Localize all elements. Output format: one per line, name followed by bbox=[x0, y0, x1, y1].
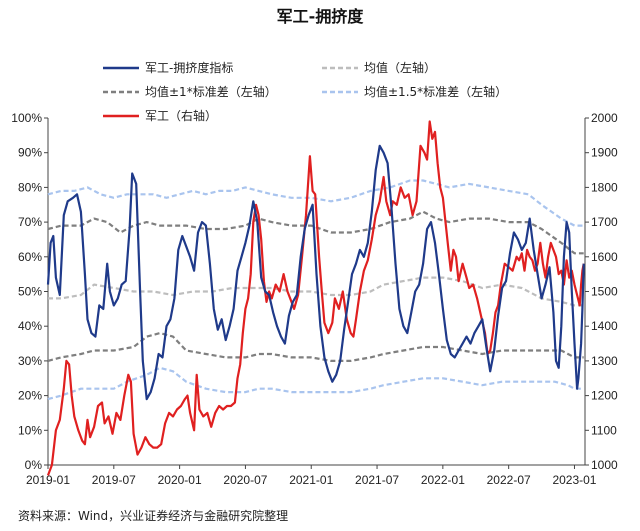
x-tick-label: 2021-01 bbox=[289, 473, 333, 487]
legend-label-index: 军工（右轴） bbox=[145, 108, 217, 123]
x-tick-label: 2022-07 bbox=[487, 473, 531, 487]
right-tick-label: 1300 bbox=[591, 354, 618, 368]
right-tick-label: 1400 bbox=[591, 319, 618, 333]
right-tick-label: 2000 bbox=[591, 111, 618, 125]
left-tick-label: 40% bbox=[18, 319, 42, 333]
axes: 0% 10% 20% 30% 40% 50% 60% 70% 80% 90% 100% 1000 110… bbox=[11, 111, 618, 487]
series-line-mean bbox=[48, 276, 584, 307]
right-tick-label: 1600 bbox=[591, 250, 618, 264]
x-tick-label: 2019-07 bbox=[92, 473, 136, 487]
series-line-index bbox=[46, 120, 585, 476]
left-tick-label: 70% bbox=[18, 215, 42, 229]
left-tick-label: 10% bbox=[18, 423, 42, 437]
legend-label-mean: 均值（左轴） bbox=[364, 60, 436, 75]
x-tick-label: 2019-01 bbox=[26, 473, 70, 487]
legend-label-crowd: 军工-拥挤度指标 bbox=[145, 60, 233, 75]
left-tick-label: 100% bbox=[11, 111, 42, 125]
legend-label-sd1: 均值±1*标准差（左轴） bbox=[145, 84, 277, 99]
plot-area: 0% 10% 20% 30% 40% 50% 60% 70% 80% 90% 100% 1000 110… bbox=[11, 111, 618, 487]
right-tick-label: 1700 bbox=[591, 215, 618, 229]
legend-label-sd15: 均值±1.5*标准差（左轴） bbox=[364, 84, 507, 99]
legend: 军工-拥挤度指标 均值（左轴） 均值±1*标准差（左轴） 均值±1.5*标准差（左轴）… bbox=[103, 60, 507, 123]
left-tick-label: 90% bbox=[18, 146, 42, 160]
source-note: 资料来源：Wind，兴业证券经济与金融研究院整理 bbox=[18, 508, 288, 523]
left-tick-label: 60% bbox=[18, 250, 42, 264]
series-layer bbox=[46, 120, 585, 476]
series-line-sd15 bbox=[47, 179, 584, 401]
right-tick-label: 1800 bbox=[591, 180, 618, 194]
left-tick-label: 20% bbox=[18, 389, 42, 403]
series-line-crowd bbox=[46, 144, 585, 401]
right-tick-label: 1100 bbox=[591, 423, 617, 437]
x-tick-label: 2021-07 bbox=[355, 473, 399, 487]
x-tick-label: 2023-01 bbox=[552, 473, 596, 487]
left-tick-label: 30% bbox=[18, 354, 42, 368]
chart-title: 军工-拥挤度 bbox=[277, 7, 365, 26]
right-tick-label: 1500 bbox=[591, 285, 618, 299]
x-tick-label: 2022-01 bbox=[421, 473, 465, 487]
x-tick-label: 2020-07 bbox=[223, 473, 267, 487]
x-tick-label: 2020-01 bbox=[158, 473, 202, 487]
left-tick-label: 80% bbox=[18, 180, 42, 194]
right-tick-label: 1000 bbox=[591, 458, 618, 472]
right-tick-label: 1900 bbox=[591, 146, 618, 160]
left-tick-label: 0% bbox=[25, 458, 43, 472]
right-tick-label: 1200 bbox=[591, 389, 618, 403]
series-line-sd1 bbox=[47, 210, 584, 362]
left-tick-label: 50% bbox=[18, 285, 42, 299]
